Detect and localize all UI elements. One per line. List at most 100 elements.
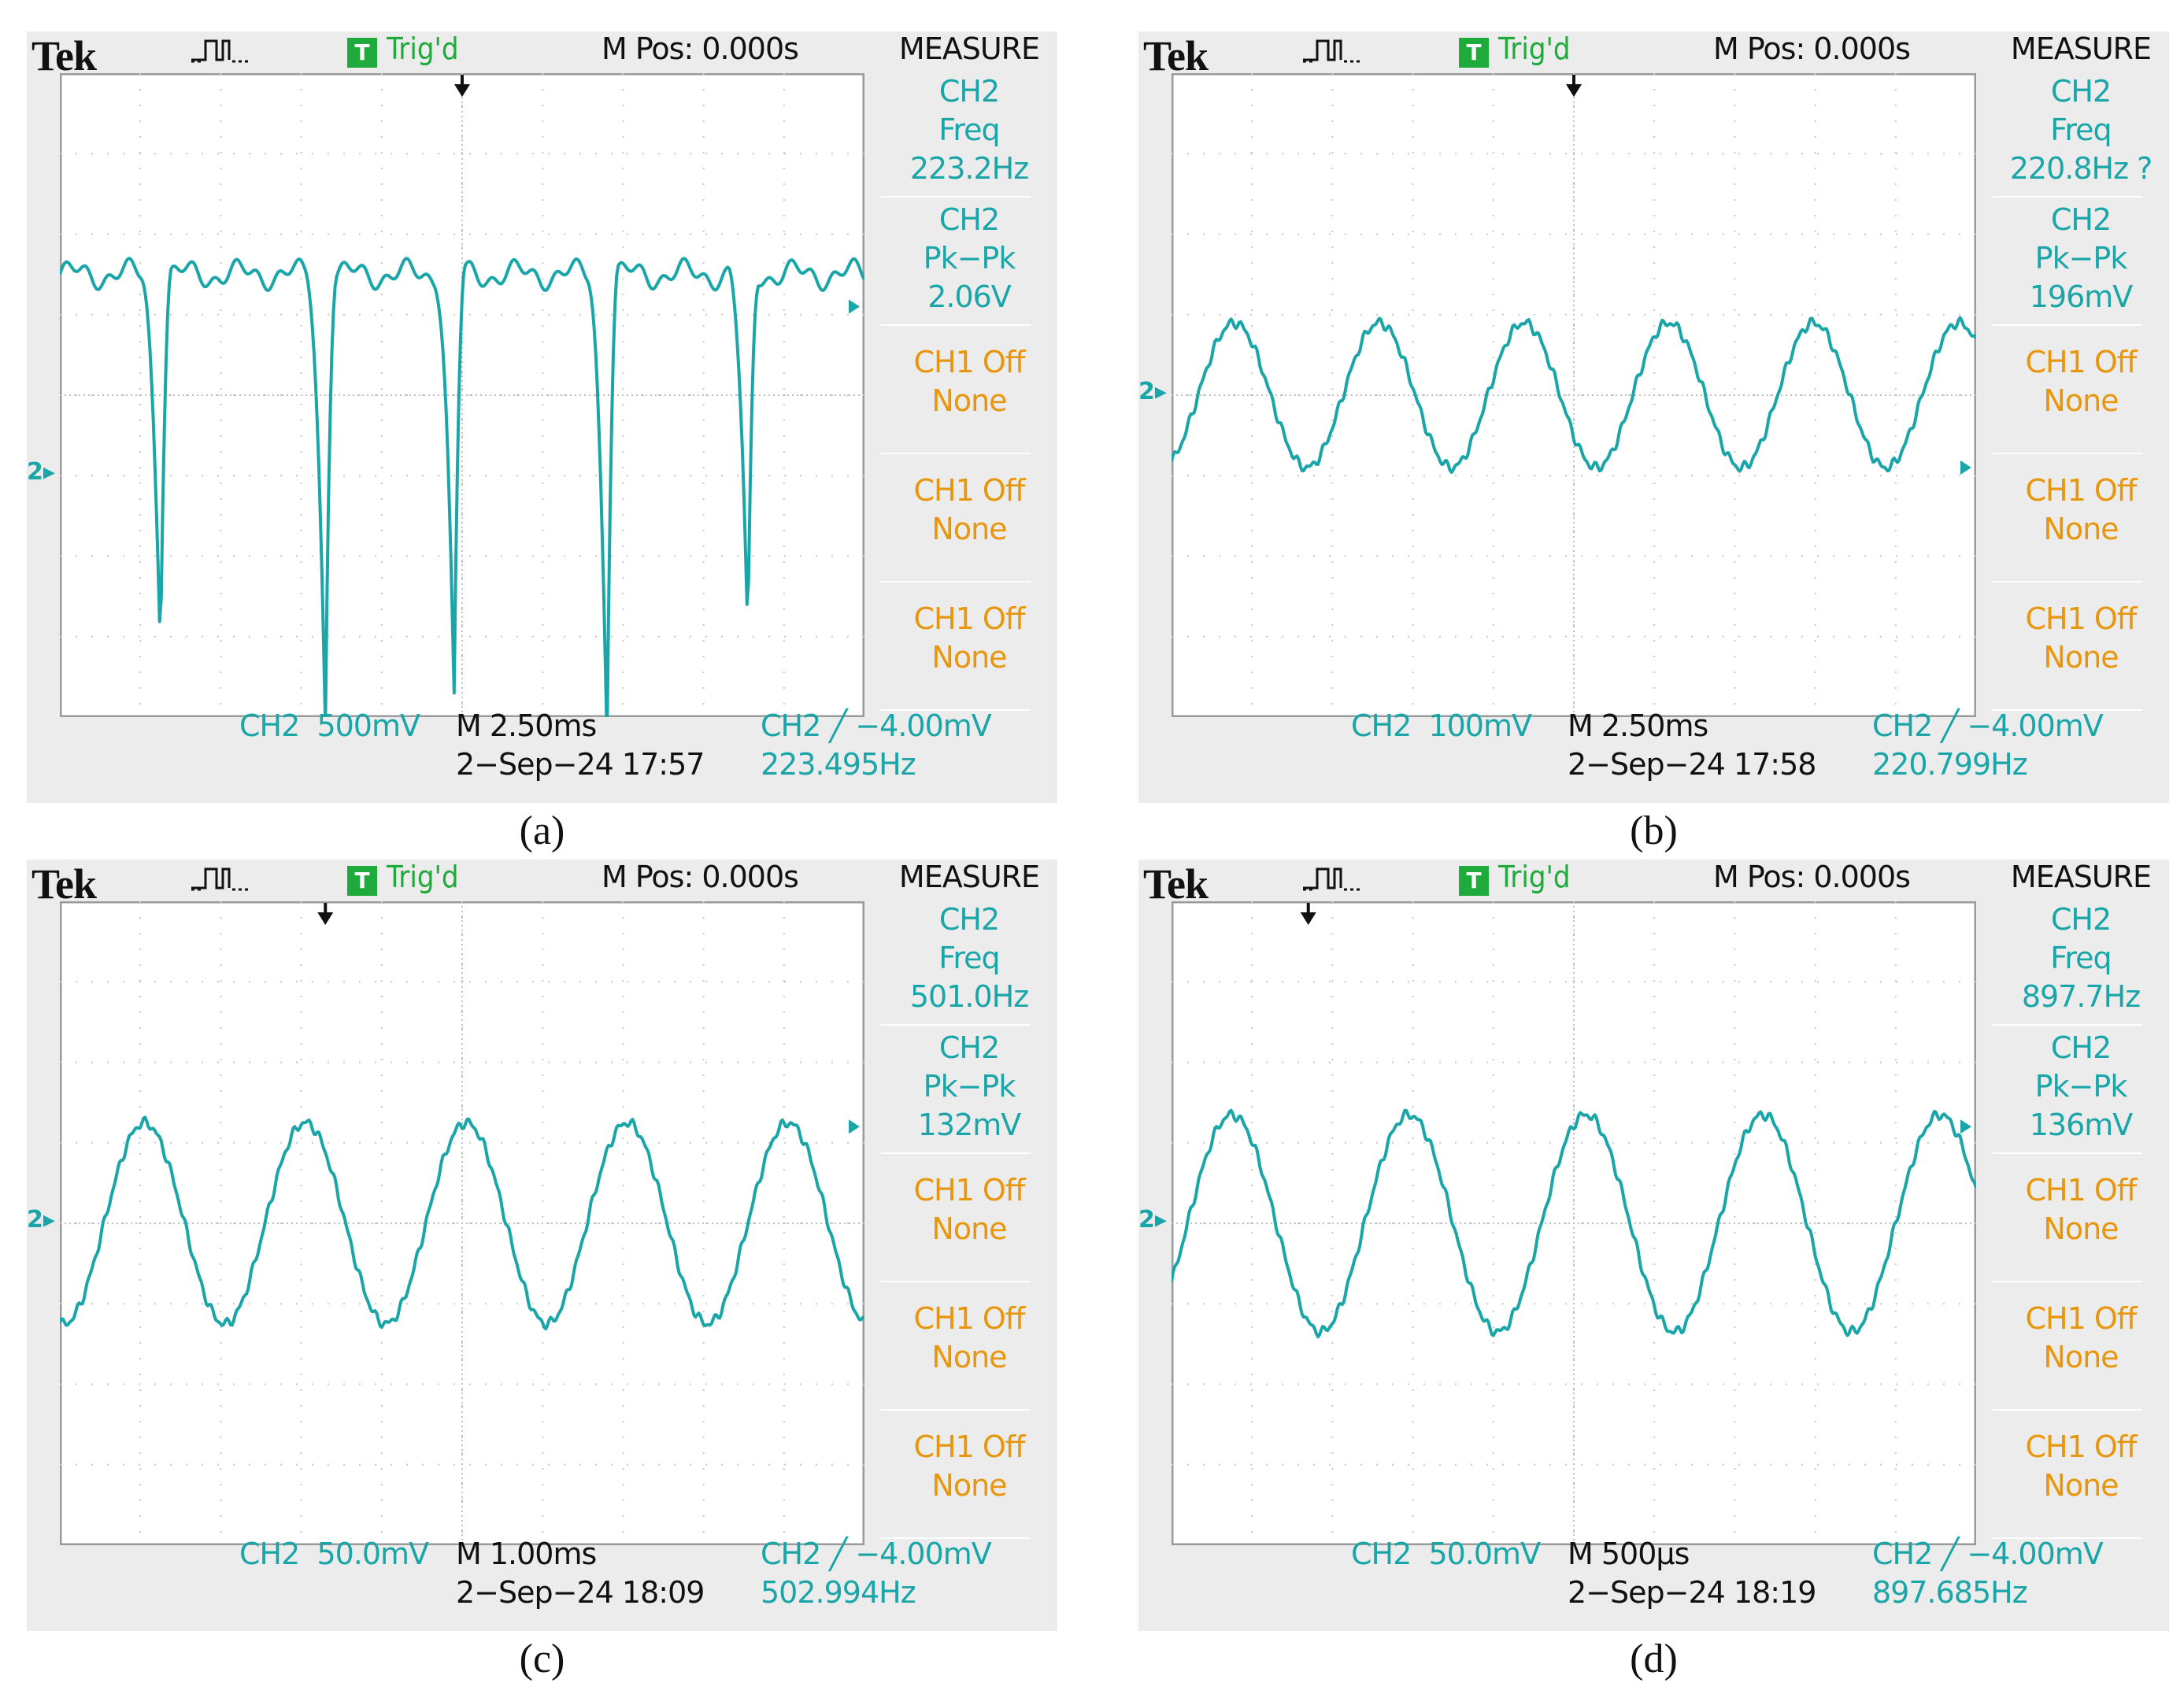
panel-caption: (d): [1630, 1637, 1678, 1681]
measure-separator: [1993, 1152, 2142, 1154]
measure-line: None: [931, 1468, 1007, 1503]
measure-box[interactable]: CH1 Off None: [1993, 457, 2169, 549]
trigger-position-arrow-icon: [317, 903, 334, 925]
oscilloscope-screen: Tek T Trig'd M Pos: 0.000s MEASURE 2▸ CH2 Freq 5…: [27, 860, 1057, 1631]
measure-line: None: [2043, 512, 2119, 546]
measure-separator: [881, 453, 1031, 454]
trigger-status-icon: T: [1459, 866, 1489, 896]
measure-box[interactable]: CH2 Freq 897.7Hz: [1993, 901, 2169, 1016]
measure-separator: [881, 196, 1031, 198]
horizontal-position: M Pos: 0.000s: [1713, 860, 1911, 894]
measure-box[interactable]: CH2 Freq 220.8Hz ?: [1993, 72, 2169, 188]
measure-line: CH1 Off: [2025, 1301, 2137, 1336]
measure-separator: [1993, 709, 2142, 711]
trigger-level-marker-icon: [1960, 1119, 1971, 1134]
measure-line: CH1 Off: [2025, 1430, 2137, 1464]
measure-separator: [881, 1152, 1031, 1154]
measure-separator: [1993, 1537, 2142, 1539]
measure-line: 136mV: [2029, 1108, 2134, 1142]
timestamp: 2−Sep−24 17:58: [1568, 747, 1816, 782]
panel-caption: (b): [1630, 808, 1678, 853]
measure-line: Freq: [938, 941, 1000, 975]
measure-line: None: [2043, 1211, 2119, 1246]
acquisition-pulse-icon: [191, 39, 248, 63]
measure-box[interactable]: CH2 Freq 501.0Hz: [881, 901, 1057, 1016]
measure-box[interactable]: CH1 Off None: [1993, 329, 2169, 420]
measure-title: MEASURE: [2010, 860, 2152, 894]
measure-line: None: [2043, 640, 2119, 675]
measure-line: None: [2043, 1468, 2119, 1503]
vertical-scale: CH2 500mV: [239, 708, 420, 743]
measure-box[interactable]: CH2 Freq 223.2Hz: [881, 72, 1057, 188]
measure-line: Pk−Pk: [2034, 1069, 2128, 1104]
measure-line: Pk−Pk: [923, 1069, 1016, 1104]
brand-logo: Tek: [31, 860, 97, 908]
measure-box[interactable]: CH1 Off None: [881, 1414, 1057, 1505]
measure-box[interactable]: CH1 Off None: [1993, 586, 2169, 677]
measure-line: 2.06V: [927, 279, 1012, 314]
measure-line: CH2: [938, 74, 1000, 109]
measure-line: CH1 Off: [913, 1173, 1025, 1208]
measure-box[interactable]: CH1 Off None: [881, 1285, 1057, 1377]
measure-line: CH1 Off: [2025, 1173, 2137, 1208]
trigger-level-marker-icon: [1960, 460, 1971, 475]
measure-line: CH2: [2050, 202, 2112, 237]
waveform-graticule: [1172, 901, 1976, 1545]
trigger-status: Trig'd: [1498, 31, 1571, 66]
trigger-setting: CH2 ╱ −4.00mV: [1872, 708, 2104, 743]
measure-separator: [1993, 196, 2142, 198]
measure-line: CH1 Off: [913, 1430, 1025, 1464]
measure-title: MEASURE: [2010, 31, 2152, 66]
measure-separator: [881, 1024, 1031, 1026]
ch2-waveform-trace: [60, 1115, 864, 1330]
measure-box[interactable]: CH2 Pk−Pk 2.06V: [881, 201, 1057, 316]
measure-box[interactable]: CH2 Pk−Pk 136mV: [1993, 1029, 2169, 1145]
measure-line: 220.8Hz ?: [2009, 151, 2153, 186]
measure-line: CH1 Off: [2025, 473, 2137, 508]
measure-separator: [881, 581, 1031, 583]
vertical-scale: CH2 50.0mV: [239, 1537, 429, 1571]
measure-line: 897.7Hz: [2021, 979, 2141, 1014]
time-base: M 2.50ms: [456, 708, 597, 743]
trigger-level-marker-icon: [849, 299, 860, 314]
trigger-setting: CH2 ╱ −4.00mV: [1872, 1537, 2104, 1571]
measure-box[interactable]: CH1 Off None: [1993, 1157, 2169, 1248]
trigger-level-marker-icon: [849, 1119, 860, 1134]
measure-line: Freq: [938, 113, 1000, 147]
measure-box[interactable]: CH2 Pk−Pk 196mV: [1993, 201, 2169, 316]
time-base: M 1.00ms: [456, 1537, 597, 1571]
measure-box[interactable]: CH1 Off None: [881, 457, 1057, 549]
vertical-scale: CH2 50.0mV: [1351, 1537, 1541, 1571]
measure-line: Freq: [2050, 941, 2112, 975]
measure-line: None: [931, 640, 1007, 675]
oscilloscope-screen: Tek T Trig'd M Pos: 0.000s MEASURE 2▸ CH2 Freq 2…: [27, 31, 1057, 803]
measure-line: CH2: [2050, 902, 2112, 937]
waveform-graticule: [1172, 73, 1976, 717]
measure-line: CH2: [2050, 1030, 2112, 1065]
ch2-waveform-trace: [1172, 316, 1976, 474]
measure-box[interactable]: CH1 Off None: [881, 1157, 1057, 1248]
measure-box[interactable]: CH1 Off None: [881, 586, 1057, 677]
ch2-marker-arrow-icon: ▸: [43, 1206, 55, 1234]
trigger-setting: CH2 ╱ −4.00mV: [761, 708, 992, 743]
time-base: M 2.50ms: [1568, 708, 1708, 743]
measure-separator: [1993, 1024, 2142, 1026]
measure-box[interactable]: CH1 Off None: [1993, 1285, 2169, 1377]
measure-box[interactable]: CH1 Off None: [1993, 1414, 2169, 1505]
ch2-waveform-trace: [1172, 1108, 1976, 1339]
oscilloscope-screen: Tek T Trig'd M Pos: 0.000s MEASURE 2▸ CH2 Freq 8…: [1138, 860, 2169, 1631]
timestamp: 2−Sep−24 18:19: [1568, 1575, 1816, 1610]
panel-caption: (c): [519, 1637, 565, 1681]
trigger-status: Trig'd: [387, 860, 459, 894]
measure-box[interactable]: CH1 Off None: [881, 329, 1057, 420]
brand-logo: Tek: [1143, 32, 1209, 80]
horizontal-position: M Pos: 0.000s: [1713, 31, 1911, 66]
measure-line: 196mV: [2029, 279, 2134, 314]
measure-title: MEASURE: [898, 860, 1040, 894]
measure-line: CH1 Off: [913, 601, 1025, 636]
timestamp: 2−Sep−24 17:57: [456, 747, 705, 782]
acquisition-pulse-icon: [1303, 39, 1360, 63]
measure-line: None: [931, 512, 1007, 546]
ch2-waveform-trace: [60, 257, 864, 717]
measure-box[interactable]: CH2 Pk−Pk 132mV: [881, 1029, 1057, 1145]
